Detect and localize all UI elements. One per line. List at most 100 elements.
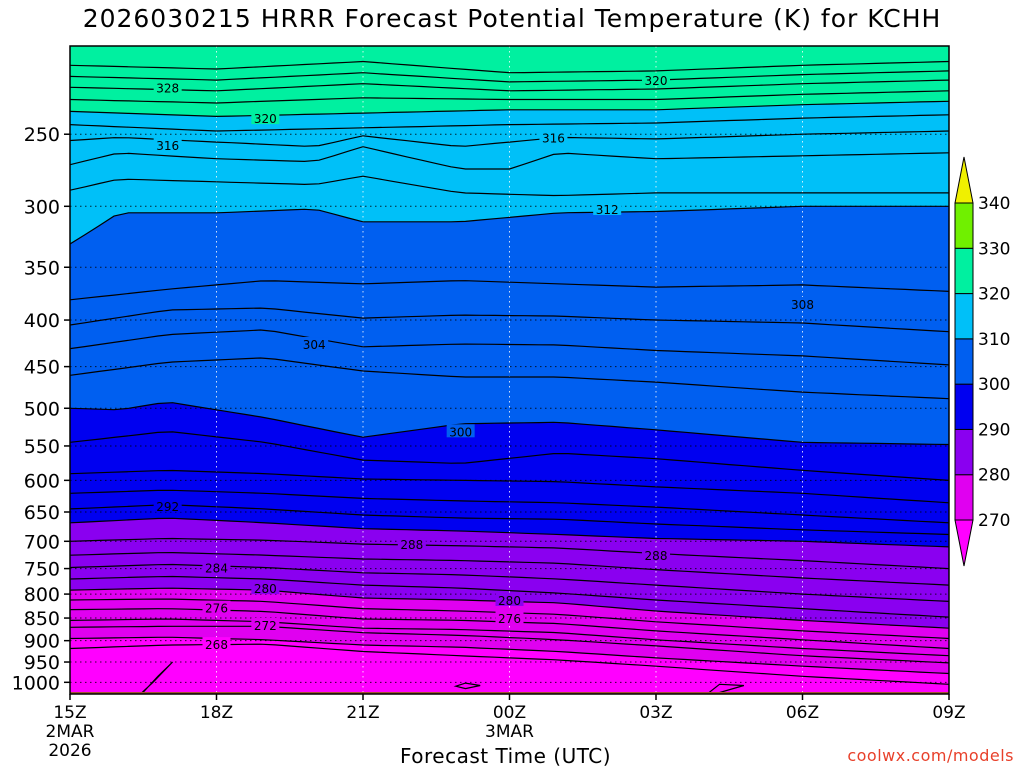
- isentrope-feature: [706, 683, 745, 694]
- isentrope-line: [70, 146, 949, 170]
- y-tick-label: 600: [24, 470, 60, 492]
- contour-label: 308: [788, 296, 817, 312]
- isentrope-line: [70, 280, 949, 301]
- x-tick-label: 21Z: [346, 703, 379, 723]
- y-tick-label: 850: [24, 608, 60, 630]
- contour-label: 288: [397, 537, 426, 552]
- contour-label-text: 280: [254, 582, 277, 596]
- contour-label-text: 268: [205, 638, 228, 652]
- isentrope-line: [70, 205, 949, 245]
- isentrope-line: [70, 551, 949, 586]
- contour-label-bg: [788, 296, 817, 310]
- x-tick-date: 2MAR: [46, 722, 95, 742]
- contour-label-text: 316: [542, 131, 565, 145]
- x-tick-label: 09Z: [932, 703, 965, 723]
- colorbar-label: 330: [978, 239, 1010, 259]
- contour-label-text: 292: [156, 500, 179, 514]
- isentrope-line: [70, 357, 949, 400]
- contour-label: 300: [446, 424, 475, 439]
- credit-link[interactable]: coolwx.com/models: [847, 746, 1014, 765]
- x-tick-label: 18Z: [200, 703, 233, 723]
- colorbar-label: 300: [978, 375, 1010, 395]
- x-tick-year: 2026: [48, 741, 91, 761]
- contour-label-bg: [251, 111, 280, 125]
- contour-label-bg: [539, 130, 568, 144]
- contour-label: 276: [202, 600, 231, 616]
- isentrope-line: [70, 517, 949, 548]
- theta-band-fill: [70, 518, 949, 569]
- chart-title: 2026030215 HRRR Forecast Potential Tempe…: [82, 4, 942, 33]
- contour-label-bg: [251, 617, 280, 631]
- theta-band-fill: [70, 206, 949, 300]
- contour-label-bg: [153, 138, 182, 152]
- colorbar-max-arrow: [954, 156, 974, 204]
- y-tick-label: 900: [24, 631, 60, 653]
- theta-band-fill: [70, 131, 949, 169]
- contour-label: 288: [642, 548, 670, 563]
- isentrope-line: [70, 329, 949, 366]
- theta-band-fill: [70, 637, 949, 685]
- contour-label: 276: [495, 611, 524, 626]
- contour-label-bg: [251, 581, 280, 595]
- colorbar-band: [954, 383, 974, 430]
- contour-label-bg: [642, 73, 670, 87]
- colorbar-band: [954, 338, 974, 385]
- isentrope-line: [70, 402, 949, 446]
- theta-band-fill: [70, 504, 949, 547]
- isentrope-line: [70, 625, 949, 664]
- x-tick-date: 3MAR: [485, 722, 534, 742]
- contour-label-text: 284: [205, 562, 228, 576]
- contour-label: 316: [539, 130, 568, 145]
- contour-label: 320: [642, 73, 670, 88]
- contour-label: 280: [495, 592, 524, 608]
- contour-label-text: 272: [254, 619, 277, 633]
- isentrope-feature: [139, 661, 174, 694]
- isentrope-line: [70, 60, 949, 74]
- colorbar-label: 290: [978, 420, 1010, 440]
- ground-strip: [70, 692, 949, 694]
- contour-label-text: 280: [498, 594, 521, 608]
- y-tick-label: 800: [24, 584, 60, 606]
- y-tick-label: 950: [24, 652, 60, 674]
- contour-label-bg: [202, 637, 231, 651]
- contour-label: 284: [202, 560, 231, 576]
- y-tick-label: 750: [24, 559, 60, 581]
- contour-label-bg: [642, 548, 670, 562]
- contour-label-bg: [446, 424, 475, 438]
- isentrope-line: [70, 130, 949, 147]
- contour-label-text: 316: [156, 139, 179, 153]
- isentrope-line: [70, 100, 949, 118]
- colorbar-band: [954, 247, 974, 295]
- y-tick-label: 1000: [12, 672, 60, 694]
- contour-label: 292: [153, 498, 182, 514]
- isentrope-feature: [453, 682, 481, 690]
- isentrope-line: [70, 175, 949, 197]
- contour-label-bg: [495, 611, 524, 625]
- isentrope-line: [70, 618, 949, 657]
- contour-label-bg: [300, 337, 329, 351]
- isentrope-line: [70, 537, 949, 570]
- isentrope-line: [70, 489, 949, 524]
- contour-label-bg: [495, 592, 524, 606]
- contour-label: 272: [251, 617, 280, 633]
- contour-label-bg: [202, 560, 231, 574]
- contour-label-text: 320: [254, 112, 277, 126]
- contour-label-bg: [153, 498, 182, 512]
- contour-label-text: 312: [596, 203, 619, 217]
- y-tick-label: 550: [24, 436, 60, 458]
- contour-label-text: 276: [205, 602, 228, 616]
- contour-label-text: 328: [156, 81, 179, 95]
- contour-label: 328: [153, 80, 182, 95]
- colorbar-band: [954, 202, 974, 249]
- isentrope-line: [70, 469, 949, 504]
- colorbar-label: 310: [978, 330, 1010, 350]
- y-tick-label: 400: [24, 310, 60, 332]
- isentrope-line: [70, 70, 949, 83]
- contour-label-text: 288: [400, 538, 423, 552]
- contour-label-bg: [153, 80, 182, 94]
- colorbar-band: [954, 428, 974, 476]
- contour-label: 320: [251, 111, 280, 126]
- contour-label-text: 276: [498, 612, 521, 626]
- x-tick-label: 00Z: [493, 703, 526, 723]
